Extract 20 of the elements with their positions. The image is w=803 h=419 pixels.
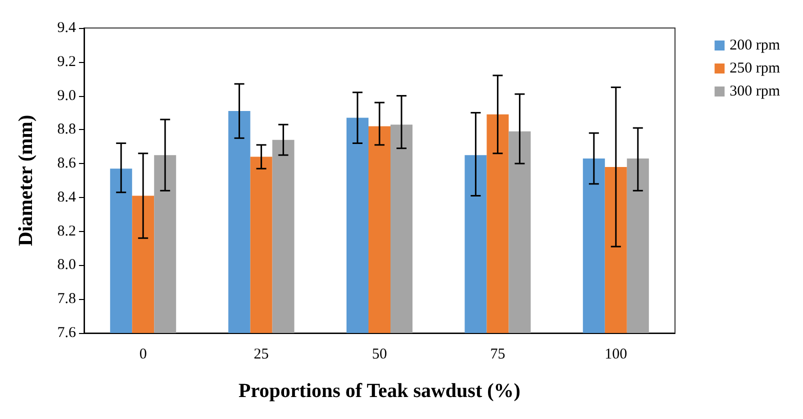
- y-tick-label: 8.0: [57, 257, 76, 274]
- x-tick-label: 0: [139, 346, 147, 362]
- legend-label: 250 rpm: [730, 60, 780, 76]
- y-axis-title: Diameter (mm): [15, 114, 37, 246]
- x-tick-label: 25: [254, 346, 269, 362]
- y-tick-label: 8.2: [57, 223, 76, 240]
- legend-label: 300 rpm: [730, 84, 780, 100]
- x-axis-title: Proportions of Teak sawdust (%): [238, 380, 520, 402]
- y-tick-label: 9.2: [57, 54, 76, 70]
- y-tick-label: 8.6: [57, 156, 76, 172]
- x-tick-label: 50: [372, 346, 387, 362]
- x-tick-label: 75: [490, 346, 506, 362]
- legend-label: 200 rpm: [730, 38, 780, 54]
- y-tick-label: 8.4: [57, 189, 76, 206]
- y-tick-label: 7.8: [57, 291, 76, 308]
- y-tick-label: 9.0: [57, 88, 76, 104]
- x-tick-label: 100: [604, 346, 628, 362]
- y-tick-label: 8.8: [57, 122, 76, 138]
- y-tick-label: 9.4: [57, 20, 76, 36]
- y-tick-label: 7.6: [57, 325, 76, 341]
